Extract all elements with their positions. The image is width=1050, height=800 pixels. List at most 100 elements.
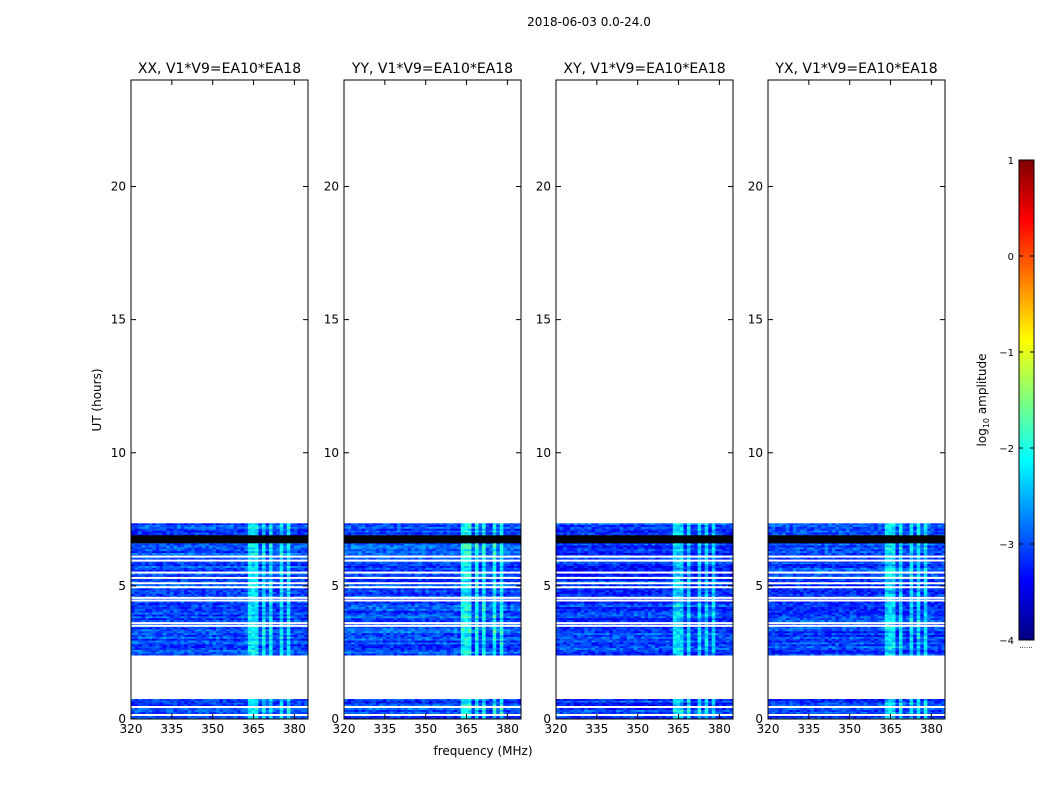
- heatmap-cell: [425, 707, 430, 711]
- heatmap-cell: [286, 601, 291, 604]
- heatmap-cell: [198, 647, 203, 650]
- heatmap-cell: [198, 552, 203, 555]
- heatmap-cell: [226, 558, 231, 561]
- heatmap-cell: [141, 552, 146, 555]
- heatmap-cell: [166, 565, 171, 568]
- heatmap-cell: [304, 610, 309, 613]
- heatmap-cell: [155, 632, 160, 635]
- heatmap-cell: [230, 717, 235, 720]
- heatmap-cell: [173, 578, 178, 581]
- heatmap-cell: [304, 707, 309, 711]
- heatmap-cell: [393, 704, 398, 707]
- heatmap-cell: [152, 589, 157, 593]
- heatmap-cell: [155, 653, 160, 656]
- heatmap-cell: [237, 595, 242, 598]
- heatmap-cell: [372, 700, 377, 703]
- heatmap-cell: [300, 547, 305, 550]
- heatmap-cell: [173, 711, 178, 714]
- heatmap-cell: [297, 638, 302, 641]
- heatmap-cell: [180, 715, 185, 718]
- heatmap-cell: [293, 548, 298, 552]
- heatmap-cell: [131, 700, 135, 703]
- heatmap-cell: [201, 550, 206, 553]
- heatmap-cell: [293, 565, 298, 568]
- heatmap-cell: [134, 627, 139, 630]
- heatmap-cell: [265, 547, 270, 550]
- heatmap-cell: [212, 632, 217, 635]
- heatmap-cell: [386, 699, 391, 701]
- heatmap-cell: [297, 565, 302, 568]
- heatmap-cell: [506, 709, 511, 712]
- heatmap-cell: [230, 524, 235, 527]
- heatmap-cell: [286, 526, 291, 529]
- heatmap-cell: [208, 589, 213, 593]
- heatmap-cell: [485, 709, 490, 712]
- heatmap-cell: [230, 578, 235, 581]
- heatmap-cell: [258, 707, 263, 711]
- heatmap-cell: [293, 533, 298, 537]
- heatmap-cell: [258, 630, 263, 634]
- heatmap-cell: [134, 632, 139, 635]
- heatmap-cell: [372, 715, 377, 718]
- heatmap-cell: [215, 532, 220, 535]
- heatmap-cell: [251, 595, 256, 598]
- heatmap-cell: [148, 530, 153, 533]
- heatmap-cell: [208, 563, 213, 567]
- heatmap-cell: [169, 608, 174, 611]
- heatmap-cell: [212, 642, 217, 645]
- heatmap-cell: [269, 629, 273, 632]
- heatmap-cell: [159, 651, 164, 654]
- heatmap-cell: [300, 715, 305, 718]
- heatmap-cell: [212, 567, 217, 570]
- heatmap-cell: [428, 700, 433, 703]
- heatmap-cell: [187, 563, 192, 567]
- heatmap-cell: [177, 636, 181, 639]
- heatmap-cell: [177, 524, 181, 527]
- heatmap-cell: [269, 709, 273, 712]
- heatmap-cell: [152, 545, 157, 548]
- heatmap-cell: [258, 629, 263, 632]
- heatmap-cell: [432, 711, 437, 714]
- heatmap-cell: [513, 702, 518, 705]
- heatmap-cell: [141, 617, 146, 621]
- heatmap-cell: [290, 614, 295, 617]
- heatmap-cell: [194, 638, 199, 641]
- heatmap-cell: [201, 548, 206, 552]
- heatmap-cell: [279, 614, 284, 617]
- heatmap-cell: [240, 612, 245, 615]
- heatmap-cell: [265, 623, 270, 626]
- heatmap-cell: [205, 584, 210, 587]
- heatmap-cell: [226, 630, 231, 634]
- heatmap-cell: [304, 573, 309, 576]
- heatmap-cell: [191, 617, 196, 621]
- heatmap-cell: [233, 632, 238, 635]
- heatmap-cell: [138, 574, 143, 578]
- heatmap-cell: [205, 627, 210, 630]
- heatmap-cell: [212, 619, 217, 622]
- heatmap-cell: [276, 578, 281, 581]
- heatmap-cell: [261, 574, 266, 578]
- heatmap-cell: [269, 700, 273, 703]
- heatmap-cell: [191, 709, 196, 712]
- heatmap-cell: [421, 704, 426, 707]
- heatmap-cell: [194, 699, 199, 701]
- heatmap-cell: [393, 715, 398, 718]
- heatmap-cell: [148, 645, 153, 649]
- heatmap-cell: [141, 632, 146, 635]
- heatmap-cell: [148, 602, 153, 606]
- heatmap-cell: [428, 699, 433, 701]
- heatmap-cell: [134, 636, 139, 639]
- heatmap-cell: [159, 565, 164, 568]
- heatmap-cell: [201, 588, 206, 591]
- heatmap-cell: [390, 651, 394, 654]
- heatmap-cell: [215, 649, 220, 652]
- heatmap-cell: [240, 642, 245, 645]
- heatmap-cell: [237, 627, 242, 630]
- heatmap-cell: [457, 707, 462, 711]
- heatmap-cell: [492, 653, 497, 656]
- heatmap-cell: [184, 610, 189, 613]
- heatmap-cell: [159, 580, 164, 583]
- heatmap-cell: [201, 634, 206, 637]
- heatmap-cell: [191, 717, 196, 720]
- heatmap-cell: [141, 602, 146, 606]
